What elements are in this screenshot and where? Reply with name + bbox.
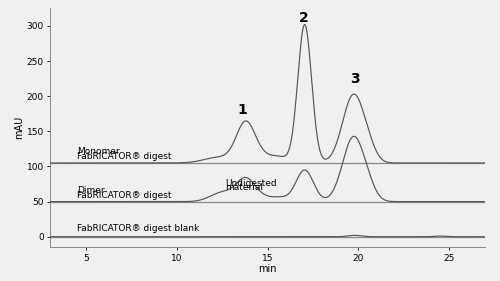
Text: FabRICATOR® digest blank: FabRICATOR® digest blank bbox=[77, 223, 200, 233]
Y-axis label: mAU: mAU bbox=[14, 116, 24, 139]
Text: 3: 3 bbox=[350, 72, 360, 86]
X-axis label: min: min bbox=[258, 264, 277, 274]
Text: FabRICATOR® digest: FabRICATOR® digest bbox=[77, 152, 172, 161]
Text: FabRICATOR® digest: FabRICATOR® digest bbox=[77, 191, 172, 200]
Text: 1: 1 bbox=[238, 103, 247, 117]
Text: material: material bbox=[225, 183, 263, 192]
Text: Dimer: Dimer bbox=[77, 185, 105, 194]
Text: Undigested: Undigested bbox=[225, 178, 276, 188]
Text: 2: 2 bbox=[299, 11, 308, 24]
Text: Monomer: Monomer bbox=[77, 147, 120, 156]
